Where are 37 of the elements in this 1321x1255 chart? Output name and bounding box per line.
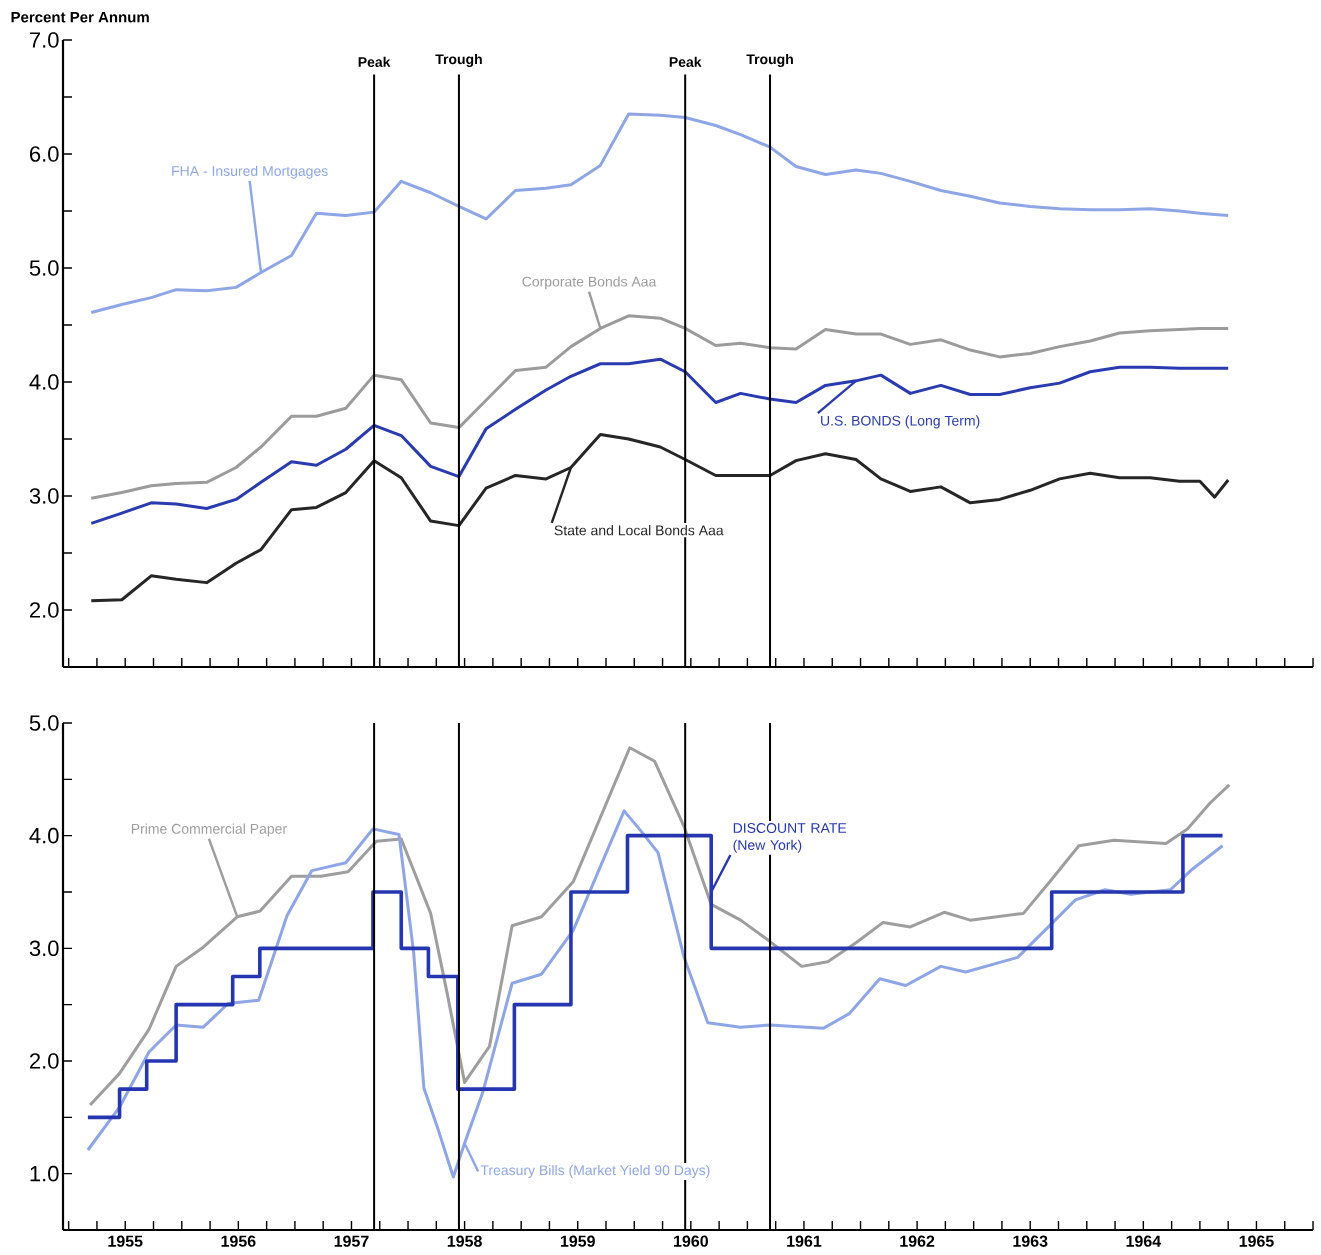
series-label: DISCOUNT RATE (New York) bbox=[733, 823, 847, 853]
y-tick-label: 1.0 bbox=[30, 1165, 59, 1182]
ref-line-label: Peak bbox=[358, 56, 391, 67]
ref-line-label: Trough bbox=[435, 53, 482, 67]
x-tick-label: 1959 bbox=[560, 1235, 595, 1247]
x-tick-label: 1955 bbox=[108, 1235, 143, 1247]
x-tick-label: 1960 bbox=[674, 1235, 708, 1247]
y-axis-title: Percent Per Annum bbox=[11, 11, 149, 23]
y-tick-label: 3.0 bbox=[29, 940, 59, 957]
text: FHA - Insured Mortgages bbox=[172, 165, 328, 179]
y-tick-label: 5.0 bbox=[29, 715, 59, 731]
text: State and Local Bonds Aaa bbox=[554, 525, 724, 536]
line-series bbox=[89, 112, 1230, 314]
ref-line-label: Peak bbox=[669, 56, 702, 67]
y-tick-label: 7.0 bbox=[30, 32, 59, 48]
text: Prime Commercial Paper bbox=[131, 823, 287, 837]
series-label: Treasury Bills (Market Yield 90 Days) bbox=[480, 1164, 710, 1178]
ref-line-label: Trough bbox=[746, 53, 793, 67]
y-tick-label: 4.0 bbox=[29, 827, 59, 844]
y-tick-label: 3.0 bbox=[29, 488, 59, 504]
y-tick-label: 2.0 bbox=[30, 602, 59, 618]
y-tick-label: 6.0 bbox=[30, 146, 59, 162]
y-tick-label: 2.0 bbox=[30, 1053, 59, 1069]
y-tick-label: 5.0 bbox=[29, 260, 59, 276]
text: Corporate Bonds Aaa bbox=[522, 276, 657, 290]
x-tick-label: 1956 bbox=[221, 1235, 256, 1247]
line-series bbox=[86, 809, 1225, 1179]
x-tick-label: 1958 bbox=[447, 1235, 482, 1247]
x-tick-label: 1964 bbox=[1126, 1235, 1162, 1247]
x-tick-label: 1957 bbox=[334, 1235, 369, 1247]
line-series bbox=[88, 746, 1231, 1107]
x-tick-label: 1965 bbox=[1239, 1235, 1274, 1247]
legend-label: U.S. BONDS (Long Term) bbox=[821, 415, 980, 429]
x-tick-label: 1963 bbox=[1013, 1235, 1048, 1247]
x-tick-label: 1961 bbox=[787, 1235, 822, 1247]
x-tick-label: 1962 bbox=[900, 1235, 935, 1247]
y-tick-label: 4.0 bbox=[29, 374, 59, 390]
